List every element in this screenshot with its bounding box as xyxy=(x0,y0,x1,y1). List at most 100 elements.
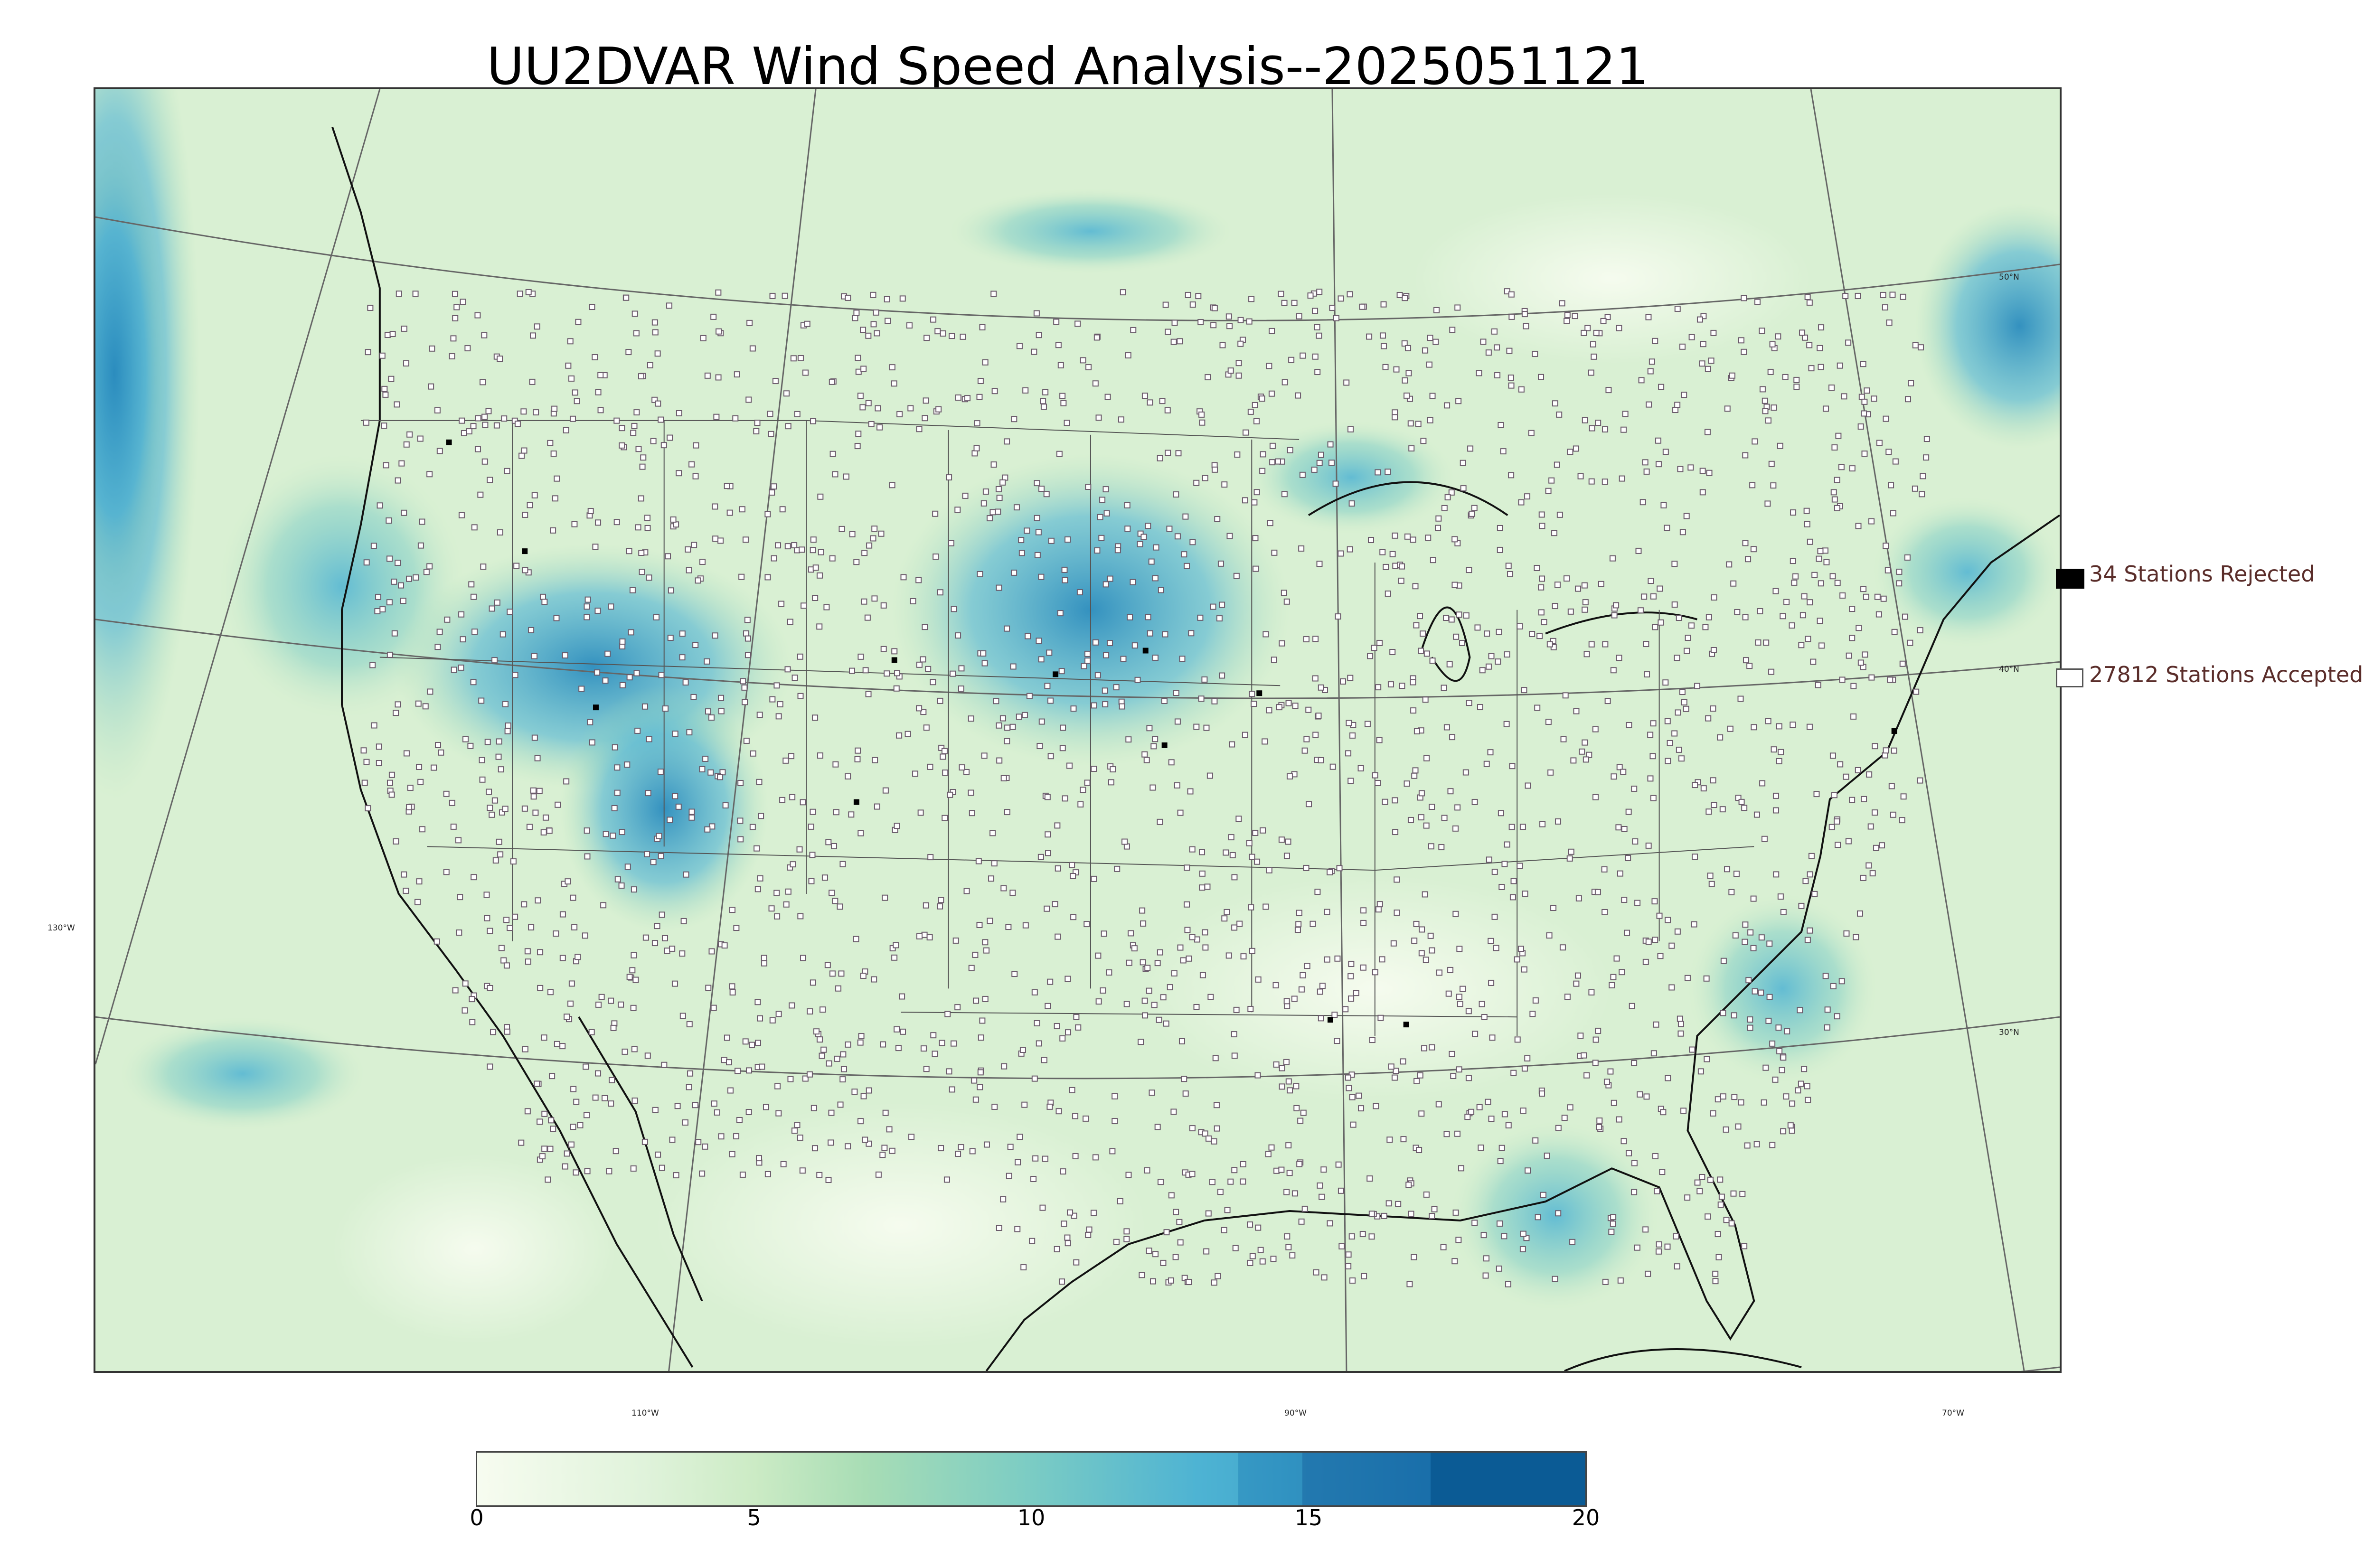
station-accepted-marker xyxy=(1184,927,1191,933)
station-accepted-marker xyxy=(1406,1281,1413,1287)
station-accepted-marker xyxy=(1720,1010,1726,1016)
station-accepted-marker xyxy=(611,805,618,811)
station-accepted-marker xyxy=(1837,761,1844,768)
station-accepted-marker xyxy=(1813,791,1820,798)
station-accepted-marker xyxy=(673,521,679,528)
station-accepted-marker xyxy=(799,1167,806,1174)
station-accepted-marker xyxy=(1766,994,1773,1000)
station-accepted-marker xyxy=(553,930,559,937)
station-accepted-marker xyxy=(1637,1091,1643,1098)
station-accepted-marker xyxy=(1077,801,1084,807)
station-accepted-marker xyxy=(900,574,907,581)
station-accepted-marker xyxy=(845,773,851,779)
station-accepted-marker xyxy=(734,371,740,378)
station-accepted-marker xyxy=(1871,395,1877,402)
station-accepted-marker xyxy=(1141,751,1148,758)
station-accepted-marker xyxy=(562,1163,568,1170)
station-accepted-marker xyxy=(563,427,569,433)
station-accepted-marker xyxy=(1248,904,1254,911)
station-accepted-marker xyxy=(947,791,953,798)
station-accepted-marker xyxy=(1899,817,1905,824)
station-accepted-marker xyxy=(968,789,974,796)
station-accepted-marker xyxy=(376,743,382,750)
station-accepted-marker xyxy=(597,407,604,413)
station-accepted-marker xyxy=(1143,757,1150,763)
station-accepted-marker xyxy=(1609,555,1616,562)
station-accepted-marker xyxy=(604,650,611,657)
station-rejected-marker xyxy=(1161,742,1168,748)
station-accepted-marker xyxy=(788,753,795,760)
station-accepted-marker xyxy=(1532,997,1539,1004)
station-accepted-marker xyxy=(1372,772,1378,779)
station-accepted-marker xyxy=(1747,929,1754,936)
station-accepted-marker xyxy=(462,980,469,987)
station-accepted-marker xyxy=(1120,289,1126,296)
station-accepted-marker xyxy=(1738,1099,1744,1106)
station-accepted-marker xyxy=(1095,952,1102,959)
station-accepted-marker xyxy=(1711,802,1717,808)
station-accepted-marker xyxy=(1521,966,1527,973)
station-accepted-marker xyxy=(377,502,383,509)
station-accepted-marker xyxy=(1656,912,1663,919)
station-accepted-marker xyxy=(1779,1067,1785,1073)
station-accepted-marker xyxy=(1393,1068,1399,1074)
station-accepted-marker xyxy=(634,727,641,734)
map-panel[interactable] xyxy=(94,87,2062,1373)
station-accepted-marker xyxy=(1091,875,1097,882)
station-accepted-marker xyxy=(674,1103,681,1109)
station-accepted-marker xyxy=(1235,816,1242,822)
station-accepted-marker xyxy=(1591,353,1597,360)
station-accepted-marker xyxy=(572,389,578,396)
station-accepted-marker xyxy=(1260,451,1266,458)
station-accepted-marker xyxy=(1583,1072,1590,1079)
station-accepted-marker xyxy=(1211,305,1218,311)
station-accepted-marker xyxy=(1402,377,1408,384)
station-accepted-marker xyxy=(669,945,676,952)
station-accepted-marker xyxy=(1671,561,1678,567)
station-accepted-marker xyxy=(1425,535,1432,541)
station-accepted-marker xyxy=(1257,1247,1264,1253)
station-accepted-marker xyxy=(1643,1093,1650,1100)
station-accepted-marker xyxy=(1314,369,1321,376)
station-accepted-marker xyxy=(1391,1074,1398,1081)
station-accepted-marker xyxy=(1361,1273,1367,1279)
station-accepted-marker xyxy=(1233,1006,1240,1013)
station-accepted-marker xyxy=(1037,854,1044,860)
station-accepted-marker xyxy=(575,954,581,960)
station-accepted-marker xyxy=(1807,871,1813,878)
station-accepted-marker xyxy=(1042,389,1049,395)
station-accepted-marker xyxy=(535,897,541,904)
station-accepted-marker xyxy=(1229,852,1236,859)
station-accepted-marker xyxy=(923,724,930,731)
station-accepted-marker xyxy=(546,827,553,834)
station-accepted-marker xyxy=(968,715,974,722)
station-accepted-marker xyxy=(865,691,872,697)
station-accepted-marker xyxy=(1102,701,1109,708)
station-accepted-marker xyxy=(659,1164,665,1171)
station-accepted-marker xyxy=(1891,629,1898,635)
station-accepted-marker xyxy=(1867,823,1874,830)
station-accepted-marker xyxy=(1787,1122,1794,1129)
station-accepted-marker xyxy=(1316,289,1323,295)
station-accepted-marker xyxy=(1588,989,1595,995)
station-accepted-marker xyxy=(1876,440,1883,446)
station-accepted-marker xyxy=(1831,444,1838,451)
station-accepted-marker xyxy=(610,1024,617,1031)
station-accepted-marker xyxy=(1603,1079,1610,1085)
station-accepted-marker xyxy=(1157,818,1163,825)
station-accepted-marker xyxy=(379,606,386,613)
station-accepted-marker xyxy=(1413,728,1420,734)
station-accepted-marker xyxy=(1345,750,1352,757)
station-accepted-marker xyxy=(679,654,686,661)
station-accepted-marker xyxy=(1705,1213,1711,1220)
station-accepted-marker xyxy=(1225,952,1232,959)
station-accepted-marker xyxy=(1405,370,1412,376)
station-accepted-marker xyxy=(1838,464,1845,470)
station-accepted-marker xyxy=(452,291,458,297)
station-accepted-marker xyxy=(1314,324,1320,330)
station-accepted-marker xyxy=(737,836,744,843)
station-accepted-marker xyxy=(541,1110,548,1117)
station-accepted-marker xyxy=(646,574,652,581)
station-accepted-marker xyxy=(522,1046,528,1052)
station-accepted-marker xyxy=(1680,1108,1687,1114)
